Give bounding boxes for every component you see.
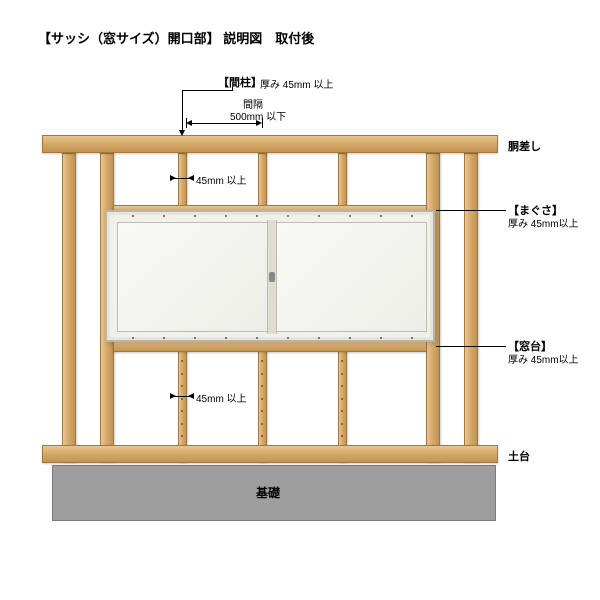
- thickness-top: 45mm 以上: [196, 172, 247, 187]
- diagram-area: 基礎 【間柱】 厚み 45mm 以上: [0, 60, 600, 600]
- post-right-outer: [464, 153, 478, 463]
- stud-top-3: [338, 153, 347, 207]
- thickness-bot: 45mm 以上: [196, 390, 247, 405]
- mabashira-diag: [232, 87, 233, 91]
- mabashira-vline: [182, 90, 183, 132]
- window-latch: [269, 272, 275, 282]
- stud-top-2: [258, 153, 267, 207]
- window-dots-top: [117, 215, 427, 217]
- stud-dots: [341, 355, 343, 455]
- kankaku-tick-l: [186, 118, 187, 128]
- madodai-note: 厚み 45mm以上: [508, 351, 579, 366]
- stud-dots: [181, 355, 183, 455]
- kankaku-tick-r: [262, 118, 263, 128]
- mabashira-note: 厚み 45mm 以上: [260, 76, 333, 91]
- dodai-label: 土台: [508, 448, 530, 464]
- t45-bot-arr-l: [188, 393, 194, 399]
- top-beam: [42, 135, 498, 153]
- stud-top-1: [178, 153, 187, 207]
- window-frame: [105, 210, 435, 342]
- kankaku-line: [188, 123, 258, 124]
- window-pane-left: [117, 222, 269, 332]
- mabashira-hline: [182, 90, 232, 91]
- window-pane-right: [275, 222, 427, 332]
- magusa-line: [436, 210, 506, 211]
- diagram-title: 【サッシ（窓サイズ）開口部】 説明図 取付後: [38, 28, 314, 47]
- stud-dots: [261, 355, 263, 455]
- t45-bot-arr-r: [170, 393, 176, 399]
- dosashi-label: 胴差し: [508, 138, 541, 154]
- madodai-line: [436, 346, 506, 347]
- mabashira-label: 【間柱】: [218, 74, 262, 90]
- foundation-label: 基礎: [256, 484, 280, 501]
- magusa-note: 厚み 45mm以上: [508, 215, 579, 230]
- window-dots-bot: [117, 337, 427, 339]
- t45-top-arr-r: [170, 175, 176, 181]
- sill-beam: [42, 445, 498, 463]
- t45-top-arr-l: [188, 175, 194, 181]
- mabashira-arrow-1: [179, 130, 185, 136]
- post-left-outer: [62, 153, 76, 463]
